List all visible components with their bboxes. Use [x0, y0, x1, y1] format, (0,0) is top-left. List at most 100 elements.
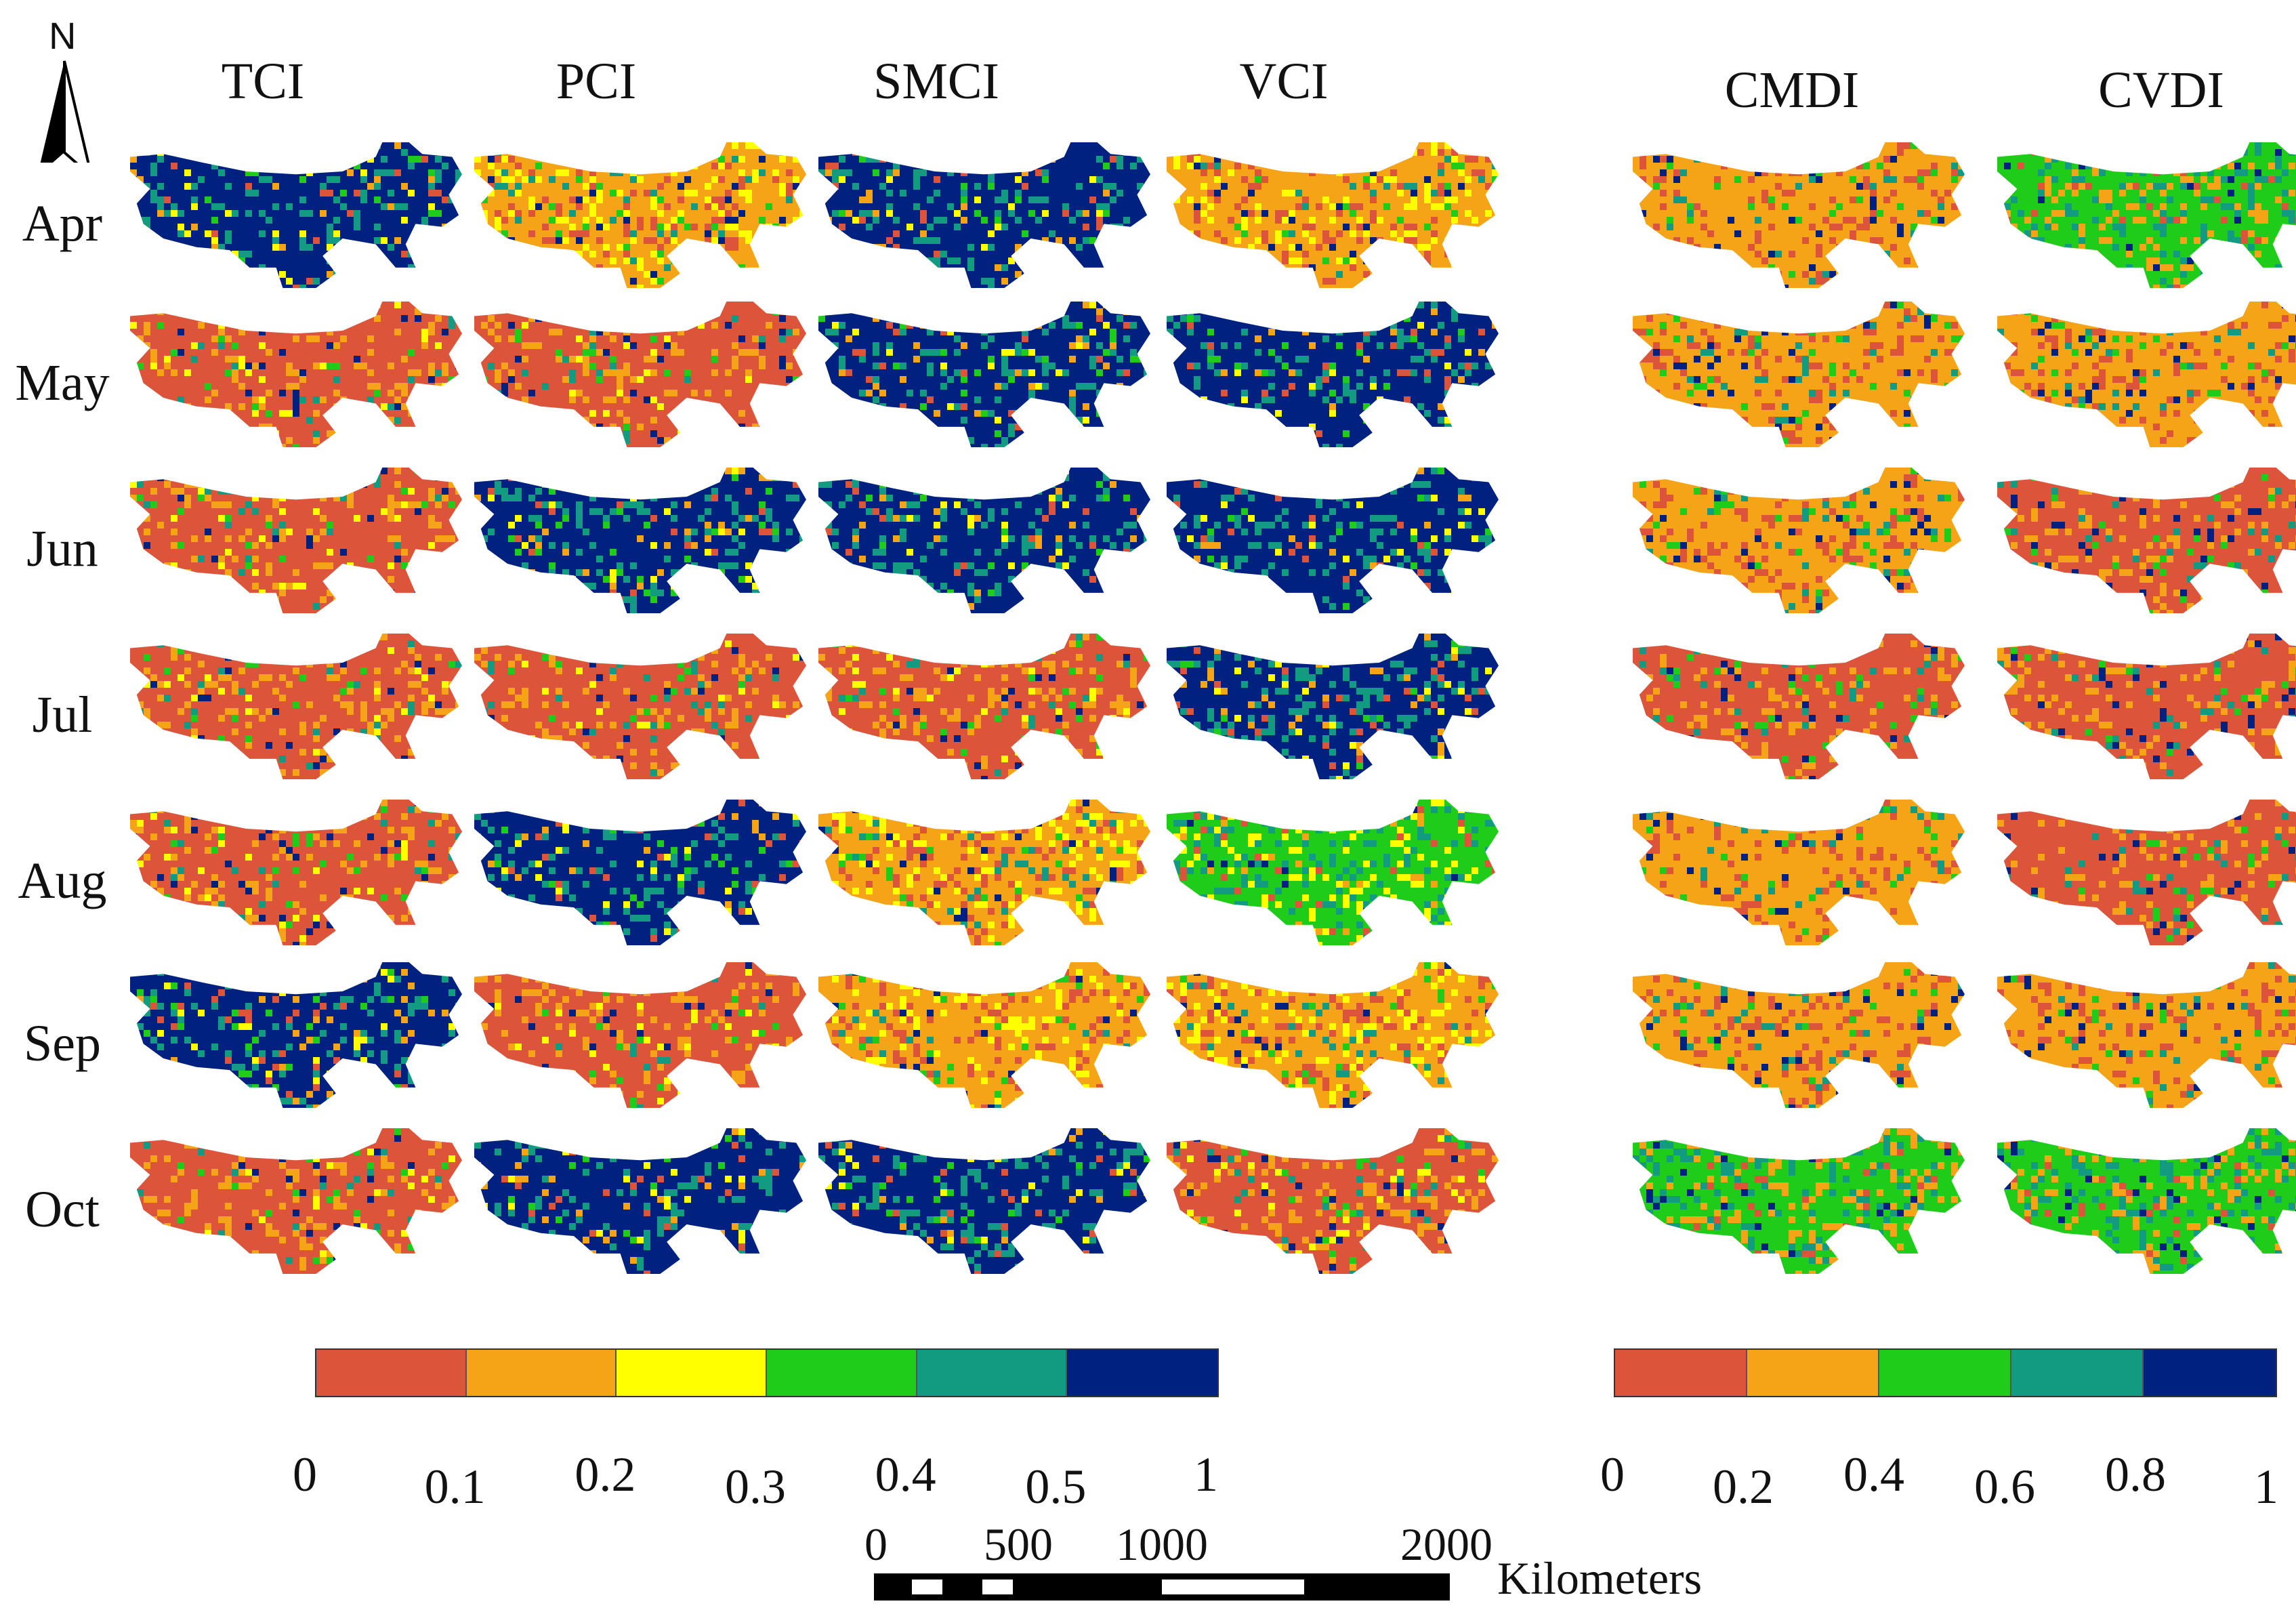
map-pixel — [401, 881, 408, 888]
map-pixel — [435, 833, 442, 840]
map-pixel — [198, 410, 205, 417]
map-pixel — [218, 501, 225, 508]
map-pixel — [232, 349, 238, 356]
map-pixel — [299, 342, 306, 349]
map-pixel — [320, 237, 327, 244]
map-pixel — [191, 203, 198, 210]
map-pixel — [388, 342, 394, 349]
map-pixel — [266, 369, 272, 376]
map-pixel — [442, 654, 448, 661]
map-pixel — [171, 827, 178, 833]
map-pixel — [238, 224, 245, 230]
map-pixel — [327, 535, 333, 542]
map-pixel — [211, 251, 218, 257]
map-pixel — [259, 562, 266, 569]
map-pixel — [347, 251, 354, 257]
map-pixel — [455, 488, 462, 495]
map-pixel — [272, 342, 279, 349]
map-pixel — [191, 369, 198, 376]
map-pixel — [313, 688, 320, 695]
map-pixel — [238, 542, 245, 549]
map-pixel — [442, 495, 448, 501]
map-pixel — [333, 715, 340, 722]
row-label-jun: Jun — [26, 523, 98, 575]
map-pixel — [252, 590, 259, 596]
map-pixel — [259, 674, 266, 681]
map-pixel — [286, 562, 293, 569]
map-pixel — [313, 271, 320, 278]
map-pixel — [347, 701, 354, 708]
map-pixel — [293, 681, 299, 688]
map-pixel — [238, 769, 245, 776]
map-pixel — [164, 244, 171, 251]
map-pixel — [266, 542, 272, 549]
map-pixel — [421, 285, 428, 288]
map-pixel — [232, 156, 238, 163]
map-pixel — [448, 634, 455, 640]
map-pixel — [367, 183, 374, 190]
map-pixel — [333, 634, 340, 640]
map-pixel — [421, 224, 428, 230]
map-pixel — [381, 315, 388, 322]
map-pixel — [360, 156, 367, 163]
map-pixel — [144, 183, 150, 190]
map-pixel — [157, 468, 164, 474]
map-pixel — [150, 363, 157, 369]
map-pixel — [442, 329, 448, 335]
map-pixel — [171, 342, 178, 349]
map-pixel — [171, 590, 178, 596]
map-pixel — [340, 396, 347, 403]
map-pixel — [184, 369, 191, 376]
map-pixel — [130, 183, 137, 190]
map-pixel — [245, 603, 252, 610]
map-pixel — [327, 302, 333, 308]
map-pixel — [137, 654, 144, 661]
map-pixel — [279, 776, 286, 779]
map-pixel — [259, 183, 266, 190]
map-pixel — [293, 481, 299, 488]
map-pixel — [394, 264, 401, 271]
map-pixel — [374, 468, 381, 474]
map-pixel — [306, 800, 313, 806]
map-pixel — [428, 596, 435, 603]
map-pixel — [232, 271, 238, 278]
map-pixel — [171, 308, 178, 315]
map-pixel — [448, 603, 455, 610]
map-pixel — [238, 481, 245, 488]
map-pixel — [306, 156, 313, 163]
map-pixel — [259, 251, 266, 257]
map-pixel — [408, 149, 415, 156]
map-pixel — [279, 342, 286, 349]
map-pixel — [367, 424, 374, 430]
map-pixel — [394, 244, 401, 251]
map-pixel — [272, 708, 279, 715]
map-pixel — [415, 363, 421, 369]
map-pixel — [428, 383, 435, 390]
map-pixel — [218, 369, 225, 376]
map-pixel — [428, 244, 435, 251]
map-pixel — [171, 728, 178, 735]
map-pixel — [184, 728, 191, 735]
map-pixel — [266, 278, 272, 285]
map-pixel — [455, 674, 462, 681]
map-pixel — [408, 610, 415, 613]
map-pixel — [245, 610, 252, 613]
map-pixel — [306, 861, 313, 867]
map-pixel — [218, 695, 225, 701]
map-pixel — [238, 508, 245, 515]
map-pixel — [367, 169, 374, 176]
map-pixel — [286, 474, 293, 481]
map-pixel — [225, 251, 232, 257]
map-pixel — [232, 430, 238, 437]
map-pixel — [360, 197, 367, 203]
map-pixel — [401, 813, 408, 820]
map-pixel — [381, 610, 388, 613]
map-pixel — [184, 257, 191, 264]
map-pixel — [191, 230, 198, 237]
map-pixel — [333, 861, 340, 867]
map-pixel — [286, 190, 293, 197]
map-pixel — [374, 776, 381, 779]
map-pixel — [184, 840, 191, 847]
map-pixel — [354, 369, 360, 376]
map-pixel — [374, 535, 381, 542]
